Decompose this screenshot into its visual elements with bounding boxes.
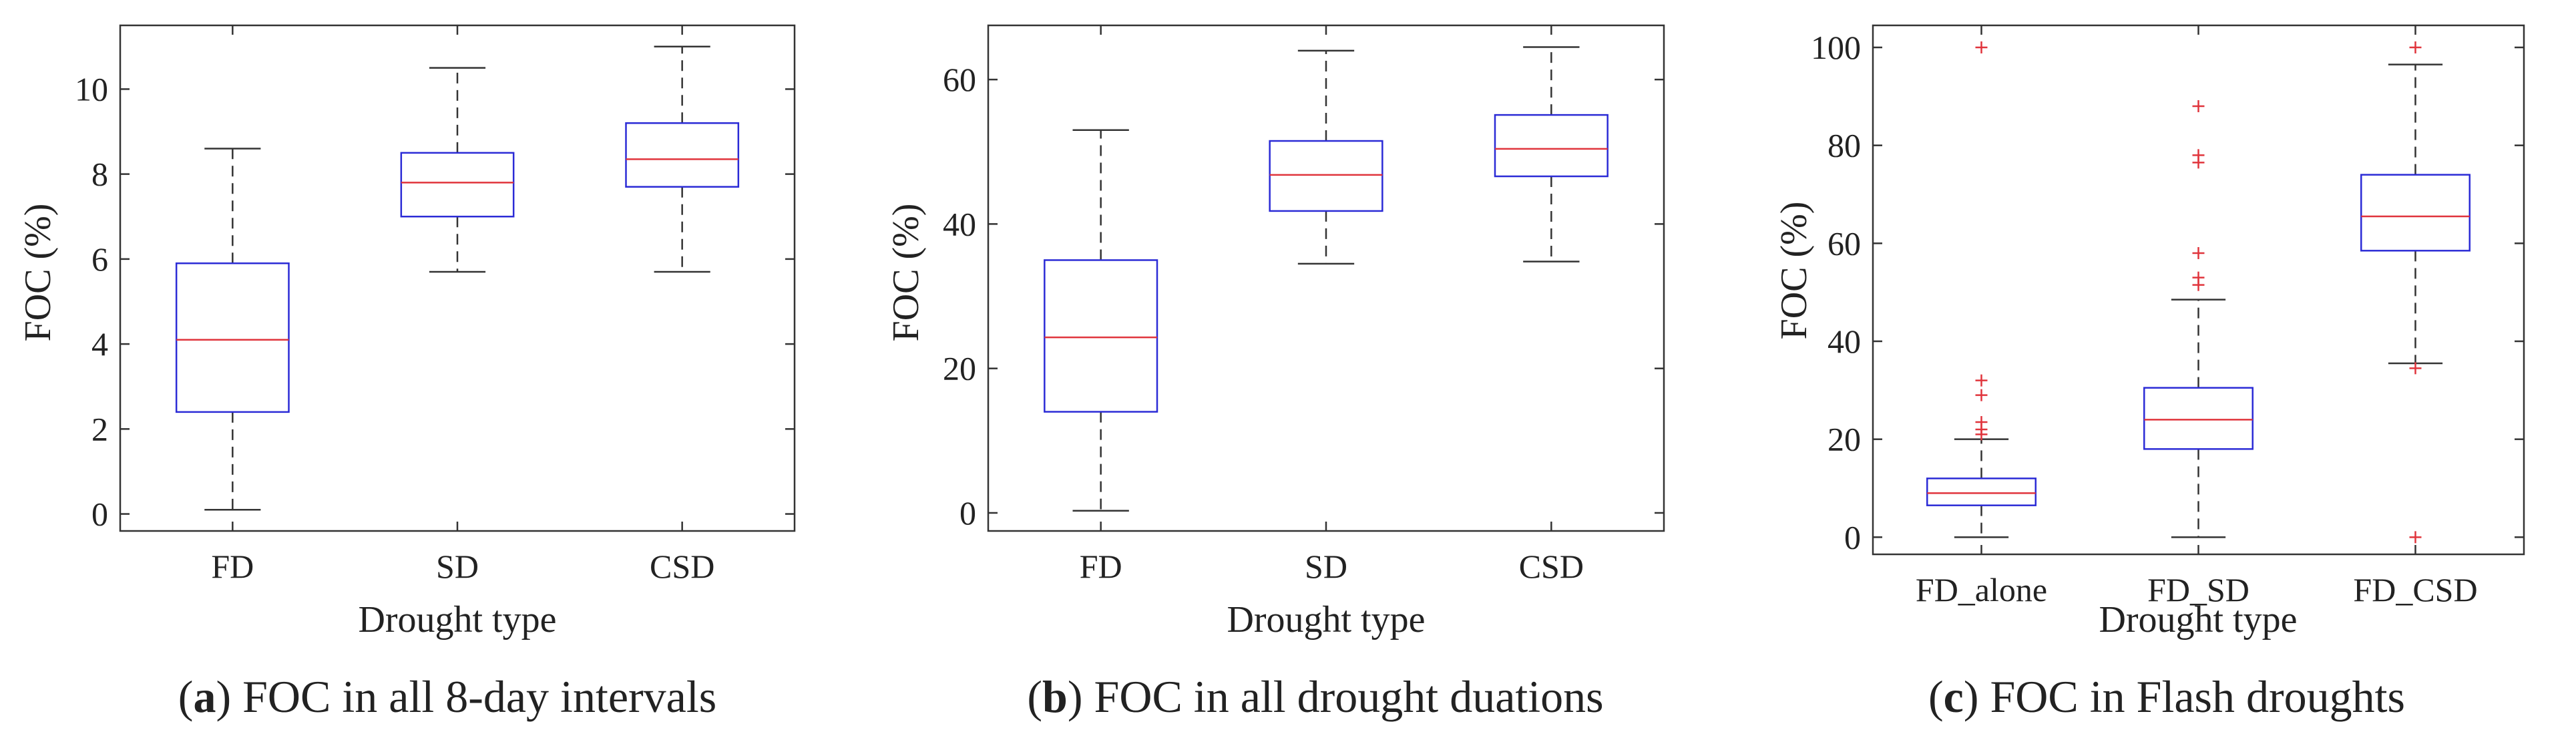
panel-c-caption-text: FOC in Flash droughts: [1990, 671, 2405, 722]
panel-b-letter: b: [1042, 671, 1068, 722]
panel-b-box-csd-iqr: [1494, 114, 1608, 178]
panel-c: FOC (%) Drought type (c) FOC in Flash dr…: [1773, 24, 2525, 722]
panel-a-box-csd: [625, 45, 740, 273]
panel-a-ytick-label: 0: [91, 496, 108, 533]
panel-a-ytick-label: 4: [91, 325, 108, 363]
panel-c-box-fd-alone-outlier: [1975, 416, 1988, 428]
panel-c-box-fd-sd-outlier: [2192, 149, 2205, 162]
panel-c-box-fd-sd-iqr: [2143, 387, 2253, 450]
panel-c-box-fd-alone-outlier: [1975, 389, 1988, 401]
panel-a-box-sd-iqr: [400, 152, 515, 218]
panel-b-xlabel: Drought type: [1227, 599, 1425, 640]
panel-a-box-fd-iqr: [175, 262, 290, 413]
panel-c-box-fd-csd-outlier: [2409, 41, 2422, 53]
panel-a-xlabel: Drought type: [358, 599, 556, 640]
panel-c-letter: c: [1944, 671, 1964, 722]
panel-a-axes-frame: [119, 24, 796, 532]
panel-c-ytick-label: 0: [1844, 518, 1861, 556]
panel-b-caption: (b) FOC in all drought duations: [1027, 671, 1603, 722]
panel-c-ylabel: FOC (%): [1773, 202, 1815, 340]
panel-c-box-fd-csd-outlier: [2409, 362, 2422, 375]
panel-c-box-fd-sd-outlier: [2192, 100, 2205, 112]
panel-b-xtick-label: SD: [1305, 548, 1347, 585]
panel-a-ytick-label: 2: [91, 410, 108, 447]
panel-a-xtick-label: SD: [436, 548, 479, 585]
panel-c-xtick-label: FD_SD: [2147, 571, 2249, 608]
panel-a-ytick-label: 6: [91, 240, 108, 278]
panel-b-xtick-label: FD: [1080, 548, 1122, 585]
panel-b: FOC (%) Drought type (b) FOC in all drou…: [885, 24, 1665, 722]
panel-b-box-csd: [1494, 46, 1608, 262]
panel-c-xlabel: Drought type: [2099, 599, 2297, 640]
panel-b-box-sd-iqr: [1269, 140, 1383, 212]
panel-c-box-fd-alone-iqr: [1926, 478, 2036, 506]
panel-c-xtick-label: FD_alone: [1916, 571, 2047, 608]
panel-a-ytick-label: 8: [91, 156, 108, 193]
panel-c-box-fd-csd-outlier: [2409, 531, 2422, 544]
panel-a: FOC (%) Drought type (a) FOC in all 8-da…: [17, 24, 796, 722]
panel-b-xtick-label: CSD: [1519, 548, 1584, 585]
panel-b-ytick-label: 60: [943, 61, 976, 98]
panel-b-caption-text: FOC in all drought duations: [1094, 671, 1604, 722]
panel-a-caption-text: FOC in all 8-day intervals: [242, 671, 716, 722]
panel-c-box-fd-sd-outlier: [2192, 247, 2205, 259]
panel-a-caption: (a) FOC in all 8-day intervals: [178, 671, 716, 722]
panel-b-ytick-label: 0: [959, 494, 976, 532]
panel-c-box-fd-sd: [2143, 100, 2253, 538]
panel-a-box-fd: [175, 148, 290, 511]
panel-a-xtick-label: CSD: [650, 548, 714, 585]
panel-c-ytick-label: 80: [1828, 127, 1861, 164]
panel-a-letter: a: [193, 671, 216, 722]
panel-c-box-fd-sd-outlier: [2192, 271, 2205, 284]
panel-a-ylabel: FOC (%): [17, 204, 59, 342]
panel-a-box-sd: [400, 67, 515, 273]
panel-c-box-fd-csd: [2360, 41, 2471, 544]
panel-b-box-sd: [1269, 49, 1383, 265]
panel-b-box-fd: [1044, 129, 1158, 512]
panel-a-xtick-label: FD: [211, 548, 254, 585]
panel-b-ylabel: FOC (%): [885, 204, 927, 342]
panel-c-box-fd-alone-outlier: [1975, 41, 1988, 53]
panel-c-box-fd-alone-outlier: [1975, 374, 1988, 387]
panel-b-ytick-label: 40: [943, 205, 976, 242]
panel-c-ytick-label: 40: [1828, 323, 1861, 360]
panel-c-ytick-label: 100: [1811, 29, 1861, 66]
panel-c-xtick-label: FD_CSD: [2353, 571, 2477, 608]
panel-c-caption: (c) FOC in Flash droughts: [1928, 671, 2405, 722]
panel-a-box-csd-iqr: [625, 122, 740, 188]
panel-c-box-fd-alone: [1926, 41, 2036, 538]
panel-a-ytick-label: 10: [75, 70, 108, 108]
panel-c-ytick-label: 60: [1828, 224, 1861, 262]
panel-c-ytick-label: 20: [1828, 421, 1861, 458]
panel-b-ytick-label: 20: [943, 350, 976, 387]
panel-c-box-fd-csd-iqr: [2360, 174, 2471, 252]
panel-b-box-fd-iqr: [1044, 259, 1158, 413]
